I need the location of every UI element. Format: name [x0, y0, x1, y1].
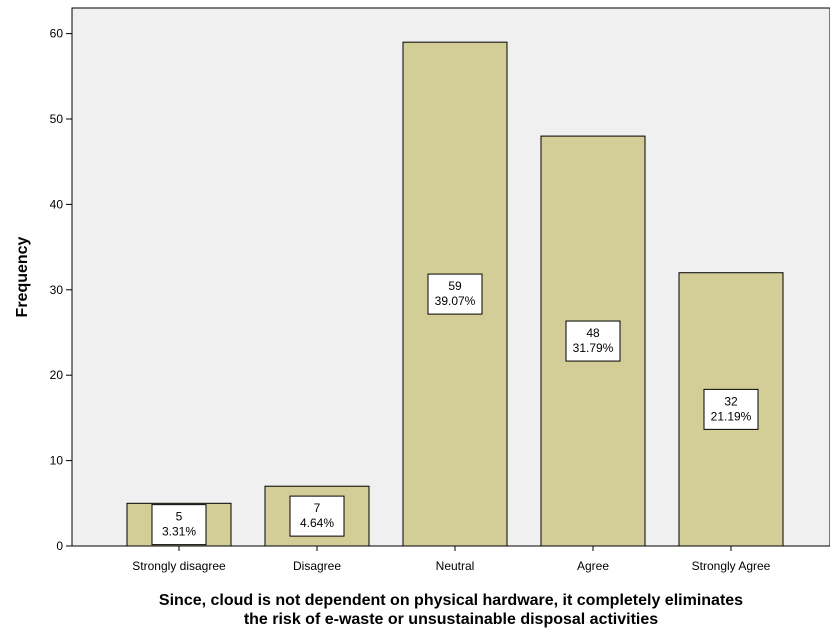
y-tick-label: 40 [50, 197, 64, 211]
data-label-percent: 3.31% [162, 525, 196, 539]
data-label: 74.64% [289, 495, 345, 537]
data-label-percent: 31.79% [573, 341, 614, 355]
y-tick-label: 0 [56, 539, 63, 553]
x-tick-label: Strongly Agree [692, 559, 771, 573]
data-label-box [151, 504, 207, 546]
data-label-count: 59 [448, 279, 462, 293]
y-tick-label: 50 [50, 112, 64, 126]
x-tick-label: Strongly disagree [132, 559, 226, 573]
data-label-box [703, 388, 759, 430]
data-label-percent: 39.07% [435, 294, 476, 308]
data-label-percent: 4.64% [300, 516, 334, 530]
y-ticks-layer: 0 10 20 30 40 50 60 [50, 27, 72, 553]
data-label-box [427, 273, 483, 315]
y-tick-label: 30 [50, 283, 64, 297]
x-tick-label: Agree [577, 559, 609, 573]
x-tick-label: Neutral [436, 559, 475, 573]
data-label-count: 32 [724, 394, 738, 408]
data-label-box [289, 495, 345, 537]
y-tick-label: 20 [50, 368, 64, 382]
y-tick-label: 10 [50, 454, 64, 468]
data-label: 53.31% [151, 504, 207, 546]
axes-layer [71, 8, 830, 547]
x-ticks-layer: Strongly disagree Disagree Neutral Agree Str… [132, 546, 771, 573]
y-tick-label: 60 [50, 27, 64, 41]
data-label-count: 7 [314, 501, 321, 515]
x-tick-label: Disagree [293, 559, 341, 573]
x-axis-title-line-1: Since, cloud is not dependent on physica… [159, 592, 743, 609]
data-label-box [565, 320, 621, 362]
x-axis-title-line-2: the risk of e-waste or unsustainable dis… [244, 611, 658, 628]
data-label-percent: 21.19% [711, 409, 752, 423]
data-label-count: 5 [176, 510, 183, 524]
y-axis-title: Frequency [14, 236, 31, 317]
data-label-count: 48 [586, 326, 600, 340]
